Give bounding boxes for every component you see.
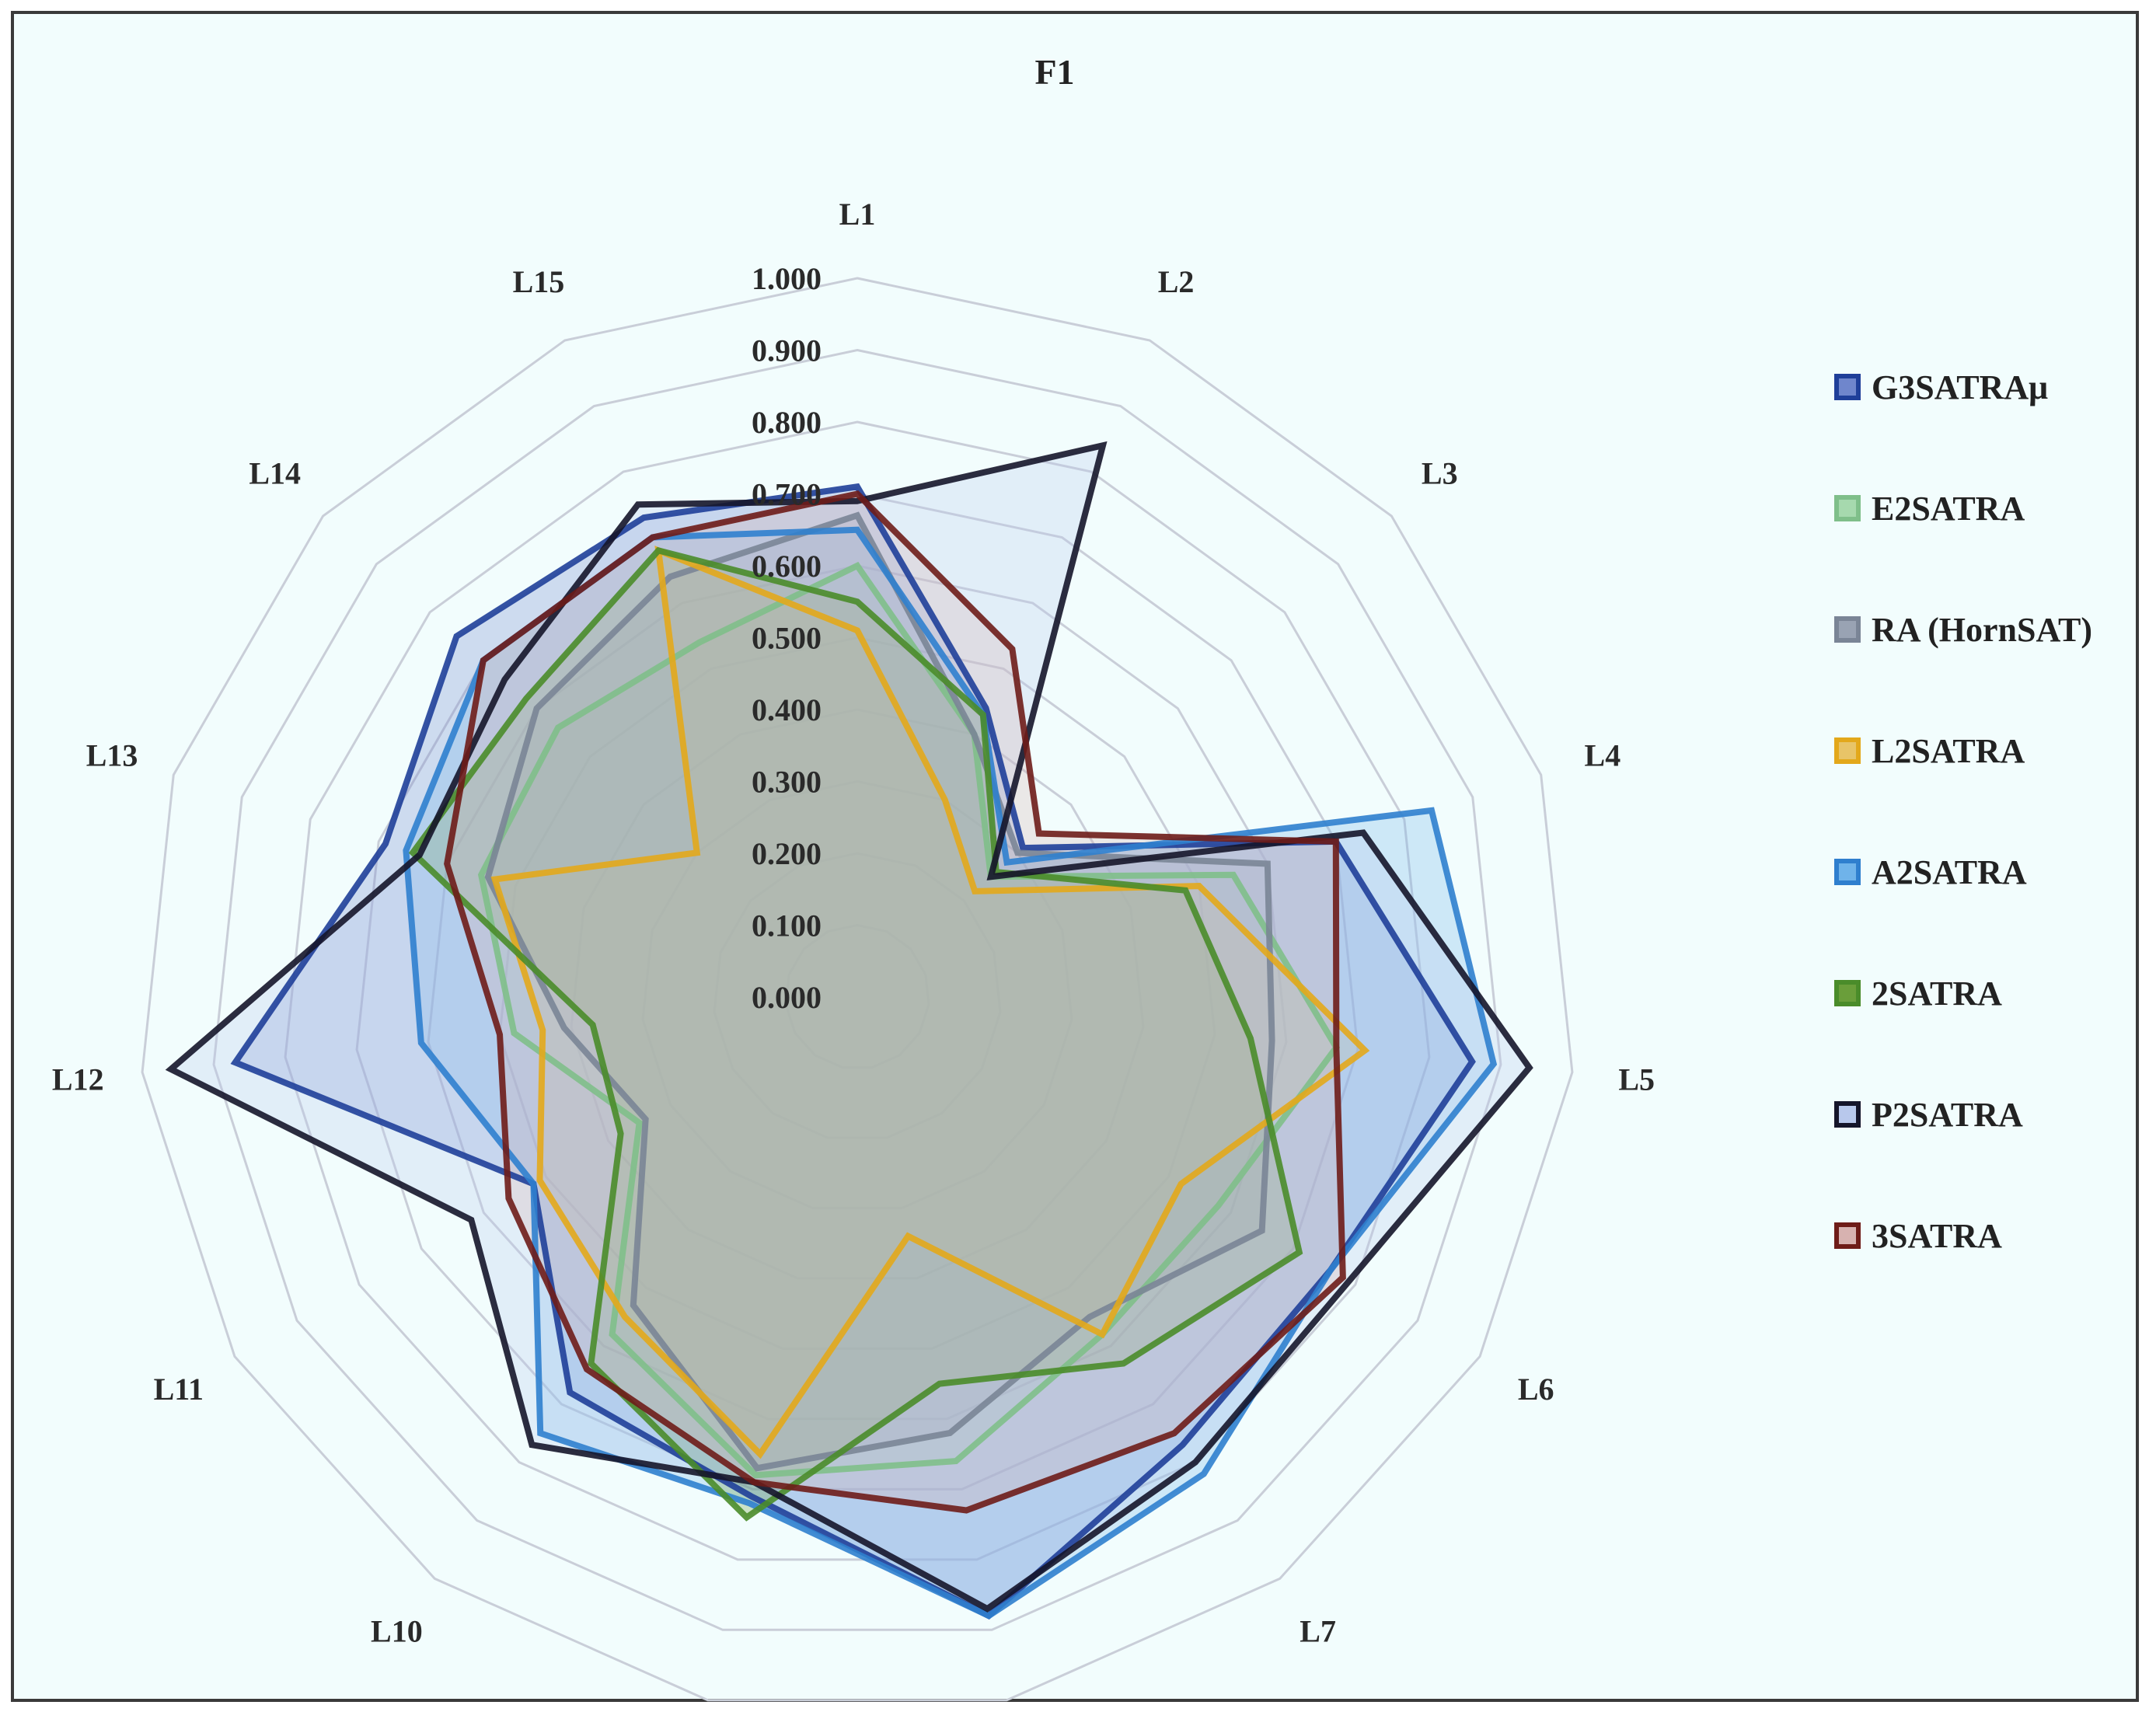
tick-label: 0.100 bbox=[752, 908, 822, 943]
legend-item-p2satra: P2SATRA bbox=[1834, 1054, 2092, 1175]
legend-swatch bbox=[1834, 859, 1861, 885]
tick-label: 1.000 bbox=[752, 261, 822, 296]
legend-label: 2SATRA bbox=[1872, 974, 2002, 1013]
legend-item-2satra: 2SATRA bbox=[1834, 933, 2092, 1054]
grid-ring bbox=[212, 348, 1502, 1631]
category-label: L6 bbox=[1518, 1372, 1554, 1407]
legend-label: A2SATRA bbox=[1872, 853, 2027, 891]
grid bbox=[141, 277, 1574, 1702]
legend-swatch bbox=[1834, 495, 1861, 521]
legend-label: G3SATRAμ bbox=[1872, 368, 2049, 406]
tick-label: 0.700 bbox=[752, 477, 822, 512]
category-label: L10 bbox=[371, 1614, 423, 1649]
legend-swatch bbox=[1834, 616, 1861, 643]
legend-item-e2satra: E2SATRA bbox=[1834, 448, 2092, 569]
grid-ring bbox=[713, 852, 1002, 1139]
tick-label: 0.200 bbox=[752, 836, 822, 871]
category-label: L11 bbox=[154, 1372, 204, 1407]
category-label: L15 bbox=[513, 264, 565, 299]
tick-label: 0.500 bbox=[752, 621, 822, 656]
legend-swatch bbox=[1834, 374, 1861, 400]
tick-label: 0.900 bbox=[752, 333, 822, 368]
category-label: L4 bbox=[1585, 737, 1621, 772]
legend-item-ra-hornsat: RA (HornSAT) bbox=[1834, 569, 2092, 690]
legend-label: RA (HornSAT) bbox=[1872, 610, 2092, 649]
legend-label: L2SATRA bbox=[1872, 731, 2025, 770]
series-area-g3satra bbox=[235, 486, 1473, 1616]
category-label: L1 bbox=[839, 197, 876, 232]
grid-ring bbox=[284, 420, 1431, 1561]
legend-item-3satra: 3SATRA bbox=[1834, 1175, 2092, 1296]
tick-label: 0.400 bbox=[752, 692, 822, 727]
legend-swatch bbox=[1834, 1222, 1861, 1249]
series-area-e2satra bbox=[481, 566, 1337, 1476]
radial-tick-labels: 0.000 0.100 0.200 0.300 0.400 0.500 0.600 0.700… bbox=[752, 261, 822, 1015]
legend-label: 3SATRA bbox=[1872, 1216, 2002, 1255]
category-label: L13 bbox=[86, 737, 138, 772]
tick-label: 0.600 bbox=[752, 549, 822, 584]
legend-swatch bbox=[1834, 1101, 1861, 1128]
legend-item-a2satra: A2SATRA bbox=[1834, 811, 2092, 933]
category-label: L7 bbox=[1300, 1614, 1336, 1649]
chart-title: F1 bbox=[1034, 52, 1074, 92]
category-labels: L1L2L3L4L5L6L7L8L9L10L11L12L13L14L15 bbox=[52, 197, 1655, 1649]
series-area-3satra bbox=[447, 493, 1343, 1511]
grid-ring bbox=[784, 923, 930, 1069]
category-label: L2 bbox=[1158, 264, 1195, 299]
category-label: L3 bbox=[1422, 455, 1458, 490]
legend-swatch bbox=[1834, 737, 1861, 764]
tick-label: 0.300 bbox=[752, 765, 822, 800]
tick-label: 0.000 bbox=[752, 980, 822, 1015]
series-lines bbox=[165, 441, 1533, 1620]
grid-ring bbox=[427, 564, 1288, 1421]
tick-label: 0.800 bbox=[752, 405, 822, 440]
grid-ring bbox=[355, 492, 1359, 1491]
series-line-e2satra bbox=[477, 561, 1341, 1479]
legend-label: E2SATRA bbox=[1872, 489, 2025, 528]
legend-label: P2SATRA bbox=[1872, 1095, 2023, 1134]
category-label: L5 bbox=[1618, 1062, 1655, 1097]
category-label: L14 bbox=[249, 455, 301, 490]
legend-item-l2satra: L2SATRA bbox=[1834, 690, 2092, 811]
series-line-3satra bbox=[444, 490, 1346, 1514]
legend-swatch bbox=[1834, 980, 1861, 1006]
series-area-a2satra bbox=[406, 529, 1494, 1616]
legend-item-g3satra: G3SATRAμ bbox=[1834, 326, 2092, 448]
legend: G3SATRAμ E2SATRA RA (HornSAT) L2SATRA A2SATR… bbox=[1834, 326, 2092, 1296]
grid-ring bbox=[141, 277, 1574, 1702]
series-line-l2satra bbox=[490, 546, 1370, 1459]
category-label: L12 bbox=[52, 1062, 104, 1097]
grid-ring bbox=[498, 636, 1216, 1350]
series-line-g3satra bbox=[230, 483, 1476, 1620]
series-line-2satra bbox=[408, 546, 1303, 1522]
series-area-l2satra bbox=[494, 550, 1366, 1455]
